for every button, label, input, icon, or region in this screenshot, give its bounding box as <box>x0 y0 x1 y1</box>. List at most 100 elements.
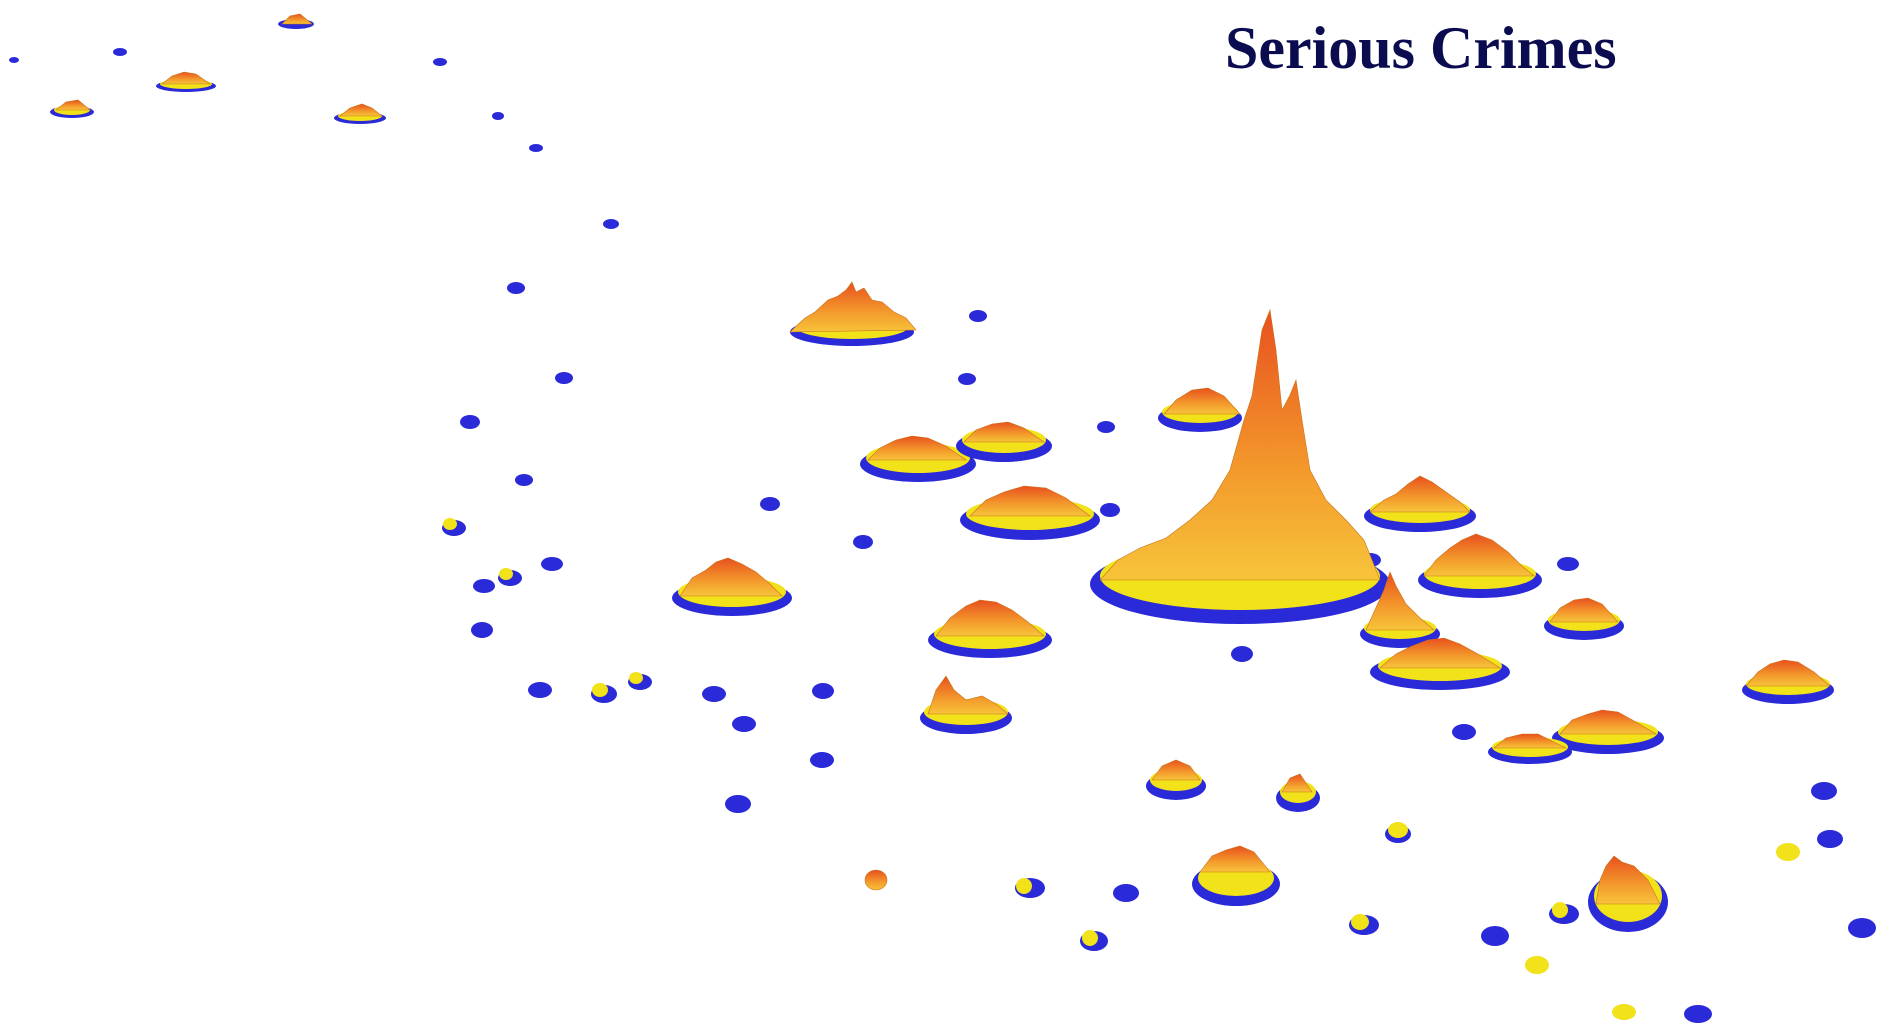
cluster-peak <box>867 435 967 461</box>
dot <box>515 474 533 486</box>
cluster-peak <box>935 599 1045 637</box>
cluster <box>864 869 888 891</box>
cluster-peak <box>161 71 211 85</box>
blue-dots <box>9 48 1876 1023</box>
dot <box>1388 822 1408 838</box>
cluster-peak <box>1365 571 1435 631</box>
cluster-peak <box>1151 759 1201 781</box>
dot <box>443 518 457 530</box>
dot <box>1684 1005 1712 1023</box>
dot <box>499 568 513 580</box>
cluster-peak <box>963 421 1045 443</box>
dot <box>1481 926 1509 946</box>
dot <box>1552 902 1568 918</box>
cluster-peak <box>1493 733 1567 749</box>
cluster <box>960 485 1100 540</box>
cluster <box>1090 308 1390 624</box>
cluster <box>920 675 1012 734</box>
dot <box>555 372 573 384</box>
dot <box>629 672 643 684</box>
dot <box>1082 930 1098 946</box>
cluster-peak <box>969 485 1091 517</box>
cluster <box>1742 659 1834 704</box>
cluster <box>1192 845 1280 906</box>
title: Serious Crimes <box>1225 15 1617 81</box>
cluster-peak <box>1099 308 1381 581</box>
cluster <box>928 599 1052 658</box>
cluster <box>1146 759 1206 800</box>
cluster <box>1360 571 1440 648</box>
cluster <box>50 99 94 118</box>
cluster-peak <box>1163 387 1241 415</box>
dot <box>1016 878 1032 894</box>
dot <box>473 579 495 593</box>
dot <box>812 683 834 699</box>
dot <box>760 497 780 511</box>
cluster <box>1364 475 1476 532</box>
cluster <box>672 557 792 616</box>
cluster <box>1276 773 1320 812</box>
dot <box>1097 421 1115 433</box>
cluster <box>334 103 386 124</box>
dot <box>433 58 447 66</box>
dot <box>1612 1004 1636 1020</box>
dot <box>1525 956 1549 974</box>
dot <box>1811 782 1837 800</box>
cluster <box>956 421 1052 462</box>
dot <box>460 415 480 429</box>
dot <box>1452 724 1476 740</box>
dot <box>1557 557 1579 571</box>
dot <box>1351 914 1369 930</box>
dot <box>592 683 608 697</box>
cluster-peak <box>1281 773 1313 793</box>
dot <box>603 219 619 229</box>
dot <box>702 686 726 702</box>
cluster <box>1588 855 1668 932</box>
cluster <box>1158 387 1242 432</box>
cluster-peak <box>1199 845 1271 873</box>
cluster-peak <box>1745 659 1831 687</box>
cluster-peak <box>339 103 383 117</box>
dot <box>9 57 19 63</box>
dot <box>1776 843 1800 861</box>
dot <box>1100 503 1120 517</box>
dot <box>492 112 504 120</box>
cluster <box>156 71 216 92</box>
yellow-dots <box>442 518 1800 1020</box>
dot <box>958 373 976 385</box>
dot <box>113 48 127 56</box>
dot <box>471 622 493 638</box>
cluster-peak <box>1369 475 1471 513</box>
cluster-peak <box>55 99 91 111</box>
dot <box>725 795 751 813</box>
cluster-peak <box>679 557 783 597</box>
dot <box>1848 918 1876 938</box>
cluster-peak <box>281 13 313 25</box>
cluster-peak <box>1549 597 1619 623</box>
dot <box>732 716 756 732</box>
cluster <box>860 435 976 482</box>
cluster <box>1370 637 1510 690</box>
cluster-peak <box>1559 709 1658 735</box>
cluster-peak <box>927 675 1009 715</box>
cluster <box>1552 709 1664 754</box>
cluster-peak <box>1595 855 1661 905</box>
dot <box>969 310 987 322</box>
dot <box>541 557 563 571</box>
dot <box>529 144 543 152</box>
dot <box>810 752 834 768</box>
cluster <box>1544 597 1624 640</box>
cluster <box>1418 533 1542 598</box>
cluster-peak <box>864 869 888 891</box>
dot <box>507 282 525 294</box>
dot <box>1817 830 1843 848</box>
cluster <box>1488 733 1572 764</box>
cluster-peak <box>789 281 917 333</box>
dot <box>1231 646 1253 662</box>
dot <box>528 682 552 698</box>
cluster-peak <box>1423 533 1535 577</box>
cluster-peak <box>1379 637 1502 669</box>
cluster <box>789 281 917 346</box>
